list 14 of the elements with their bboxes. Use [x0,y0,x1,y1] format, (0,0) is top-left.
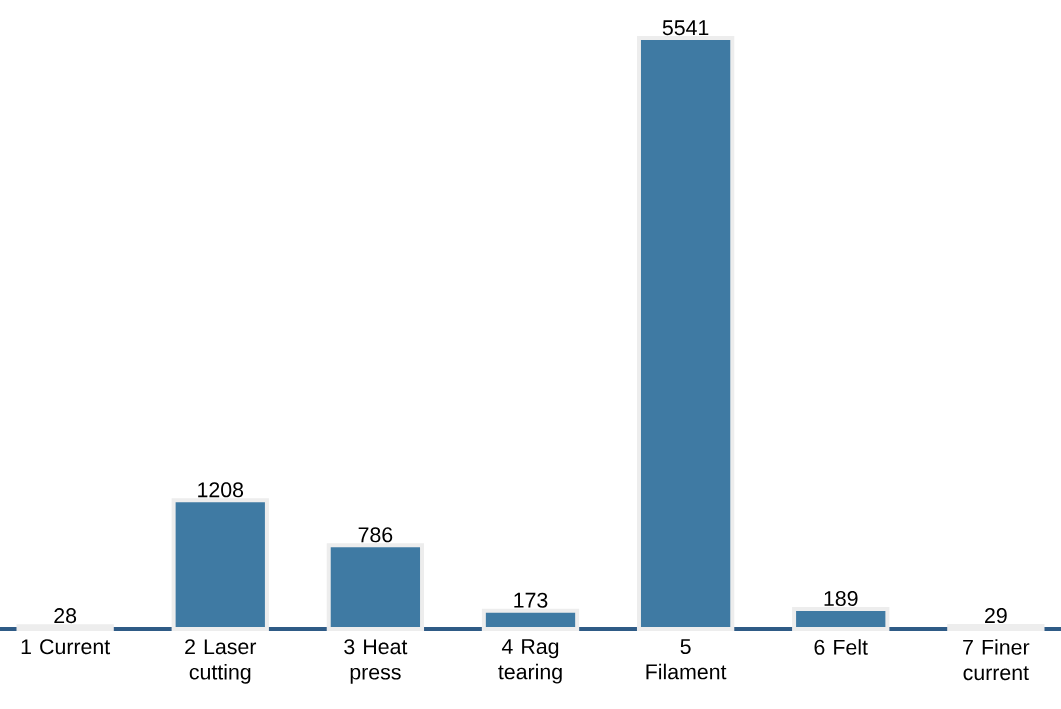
x-tick-label: 5 Filament [646,639,727,680]
data-label: 29 [985,607,1007,624]
x-tick-label: 7 Finer current [963,639,1030,681]
data-label: 1208 [198,482,244,498]
data-label: 28 [54,608,77,624]
x-tick-label: 4 Rag tearing [498,639,562,684]
x-tick-label: 3 Heat press [344,639,408,684]
x-tick-label: 1 Current [21,639,111,655]
data-label: 5541 [662,20,709,36]
data-label: 173 [514,592,548,608]
data-label: 189 [824,590,858,606]
x-tick-label: 2 Laser cutting [185,639,257,684]
data-label: 786 [358,527,393,543]
x-tick-label: 6 Felt [814,639,868,655]
